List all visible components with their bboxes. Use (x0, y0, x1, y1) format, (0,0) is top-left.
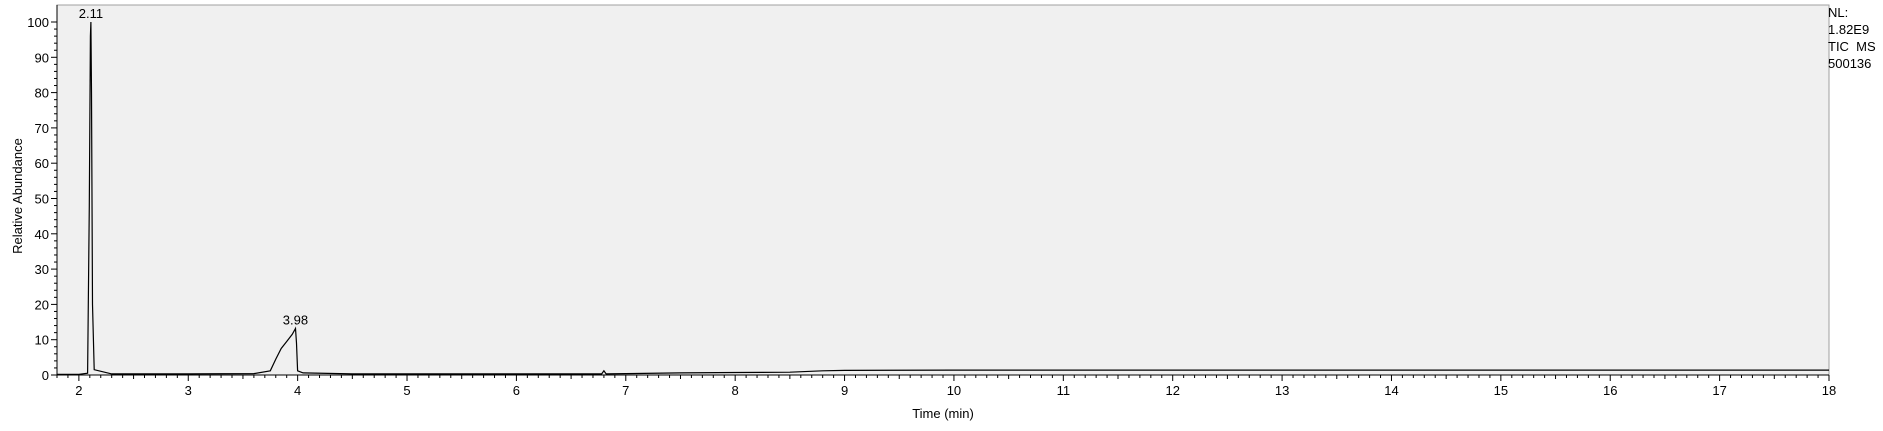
y-axis-label: Relative Abundance (10, 138, 25, 254)
y-tick-label: 20 (35, 297, 49, 312)
y-tick-label: 90 (35, 50, 49, 65)
file-label: 500136 (1828, 56, 1872, 71)
y-tick-label: 70 (35, 121, 49, 136)
x-tick-label: 3 (185, 383, 192, 398)
x-tick-label: 13 (1275, 383, 1289, 398)
x-tick-label: 18 (1822, 383, 1836, 398)
trace-line-0 (57, 21, 1829, 375)
x-tick-label: 10 (947, 383, 961, 398)
x-tick-label: 17 (1712, 383, 1726, 398)
x-tick-label: 2 (75, 383, 82, 398)
x-tick-label: 14 (1384, 383, 1398, 398)
y-tick-label: 0 (42, 368, 49, 383)
peak-label: 3.98 (283, 312, 308, 327)
y-tick-label: 60 (35, 156, 49, 171)
y-tick-label: 40 (35, 227, 49, 242)
peak-label: 2.11 (79, 6, 103, 21)
nl-label: NL: (1828, 5, 1849, 20)
trace-label: TIC MS (1828, 39, 1876, 54)
x-tick-label: 4 (294, 383, 301, 398)
y-tick-label: 100 (27, 15, 49, 30)
x-tick-label: 16 (1603, 383, 1617, 398)
x-axis-label: Time (min) (912, 406, 974, 421)
y-tick-label: 10 (35, 333, 49, 348)
y-tick-label: 30 (35, 262, 49, 277)
plot-area (56, 4, 1830, 376)
y-tick-label: 80 (35, 86, 49, 101)
info-panel: NL: 1.82E9 TIC MS 500136 (1828, 4, 1876, 72)
x-tick-label: 12 (1165, 383, 1179, 398)
x-tick-label: 9 (841, 383, 848, 398)
x-tick-label: 7 (622, 383, 629, 398)
x-tick-label: 8 (732, 383, 739, 398)
x-tick-label: 5 (403, 383, 410, 398)
x-tick-label: 6 (513, 383, 520, 398)
nl-value: 1.82E9 (1828, 22, 1870, 37)
x-tick-label: 15 (1494, 383, 1508, 398)
y-tick-label: 50 (35, 192, 49, 207)
x-tick-label: 11 (1057, 383, 1071, 398)
